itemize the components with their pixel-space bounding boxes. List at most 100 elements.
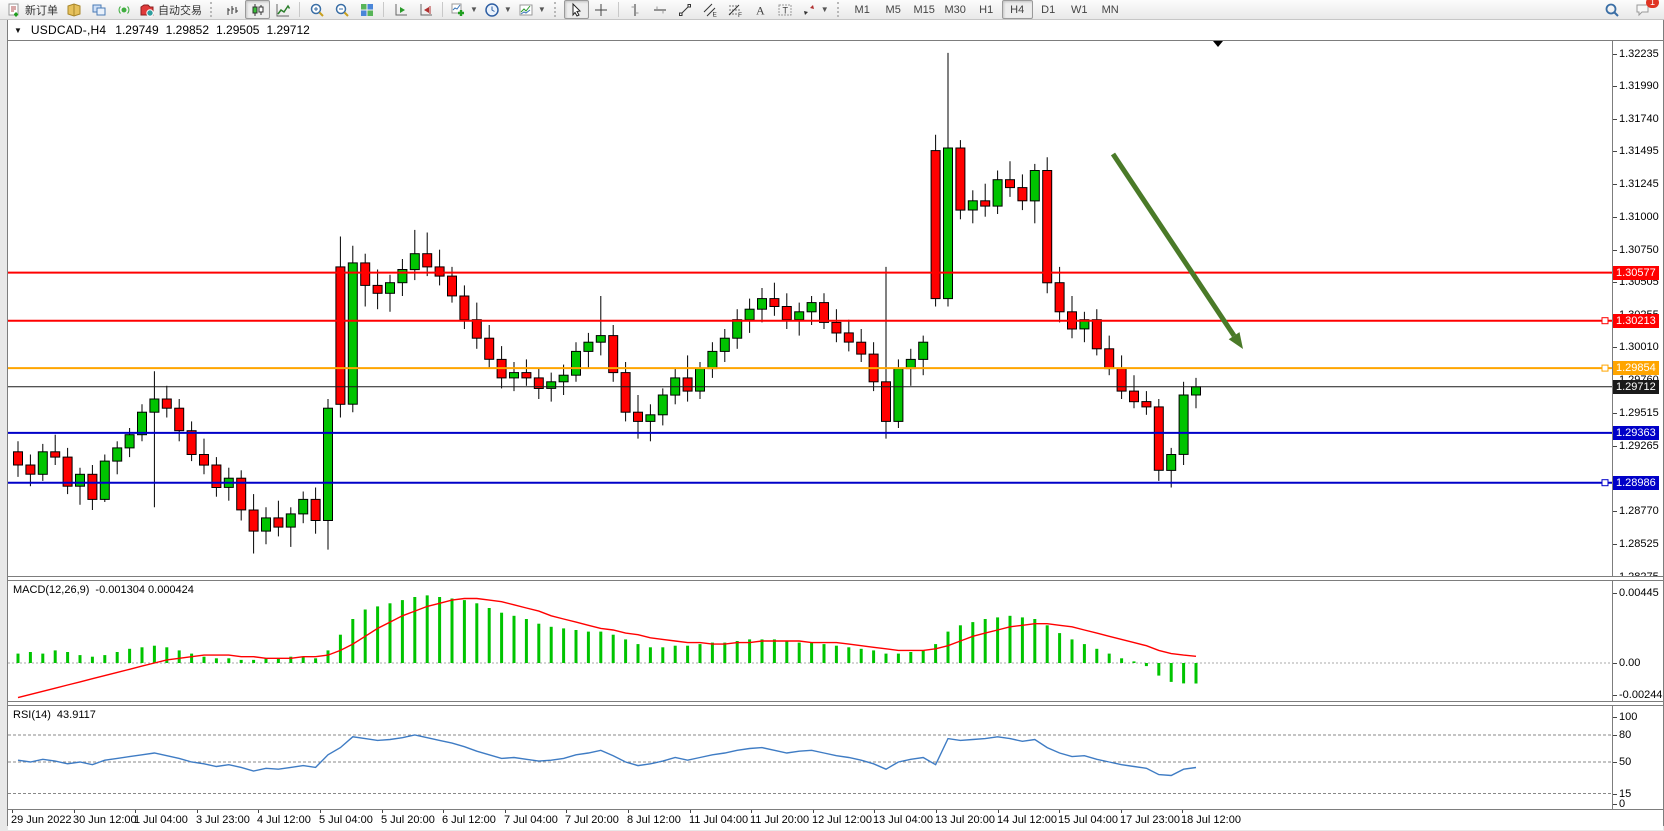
toolbar-button-bar-chart-mode[interactable]: [220, 0, 245, 19]
axis-tick-mark: [1613, 347, 1617, 348]
axis-tick-mark: [1613, 54, 1617, 55]
dropdown-arrow-icon[interactable]: ▼: [820, 5, 829, 14]
time-axis-label: 4 Jul 12:00: [257, 814, 311, 826]
rsi-axis[interactable]: 100 80 50 15 0: [1612, 706, 1663, 809]
toolbar-button-periods-list[interactable]: ▼: [481, 0, 515, 19]
time-tick-mark: [998, 810, 999, 813]
toolbar-button-chart-shift[interactable]: [413, 0, 438, 19]
toolbar-separator: [299, 2, 300, 17]
fibo-icon: F: [727, 2, 743, 18]
toolbar-button-zoom-out[interactable]: [329, 0, 354, 19]
tile-icon: [359, 2, 375, 18]
toolbar-button-zoom-in[interactable]: [304, 0, 329, 19]
toolbar-separator: [383, 2, 384, 17]
time-tick-mark: [74, 810, 75, 813]
indicators-icon: [450, 2, 466, 18]
time-tick-mark: [566, 810, 567, 813]
toolbar-button-notifications[interactable]: 1: [1630, 0, 1659, 19]
toolbar-button-tf-w1[interactable]: W1: [1064, 0, 1095, 19]
toolbar-button-fibonacci-tool[interactable]: F: [723, 0, 748, 19]
toolbar-button-equidistant-channel-tool[interactable]: E: [698, 0, 723, 19]
toolbar-button-tf-h1[interactable]: H1: [971, 0, 1002, 19]
rsi-label: RSI(14): [13, 709, 51, 721]
time-axis[interactable]: 29 Jun 2022 30 Jun 12:00 1 Jul 04:00 3 Jul …: [8, 809, 1663, 830]
rsi-pane[interactable]: RSI(14) 43.9117 100 80 50 15 0: [8, 706, 1663, 809]
toolbar-button-tf-m1[interactable]: M1: [847, 0, 878, 19]
macd-pane[interactable]: MACD(12,26,9) -0.001304 0.000424 0.00445 0…: [8, 581, 1663, 701]
axis-tick-label: 1.29515: [1619, 407, 1659, 419]
chart-menu-arrow-icon[interactable]: ▼: [14, 25, 22, 35]
pane-splitter-rsi[interactable]: [8, 701, 1663, 706]
toolbar-button-tf-d1[interactable]: D1: [1033, 0, 1064, 19]
axis-tick-mark: [1613, 735, 1617, 736]
toolbar-button-market-watch[interactable]: [61, 0, 86, 19]
macd-pane-label: MACD(12,26,9) -0.001304 0.000424: [13, 584, 200, 596]
hline-icon: [652, 2, 668, 18]
toolbar-button-trendline-tool[interactable]: [673, 0, 698, 19]
toolbar-button-vertical-line-tool[interactable]: [623, 0, 648, 19]
dropdown-arrow-icon[interactable]: ▼: [537, 5, 546, 14]
time-axis-label: 6 Jul 12:00: [442, 814, 496, 826]
candlestick-plot[interactable]: [8, 41, 1613, 576]
toolbar-button-tf-m5[interactable]: M5: [878, 0, 909, 19]
axis-tick-mark: [1613, 184, 1617, 185]
axis-tick-label: 1.31495: [1619, 145, 1659, 157]
toolbar-button-arrows-tool[interactable]: ▼: [798, 0, 832, 19]
time-tick-mark: [12, 810, 13, 813]
toolbar-button-text-label-tool[interactable]: T: [773, 0, 798, 19]
candles-icon: [250, 2, 266, 18]
toolbar-button-tf-m30[interactable]: M30: [940, 0, 971, 19]
time-tick-mark: [936, 810, 937, 813]
toolbar-button-tf-h4[interactable]: H4: [1001, 0, 1033, 19]
time-axis-label: 13 Jul 04:00: [873, 814, 933, 826]
toolbar-button-indicators-list[interactable]: ▼: [447, 0, 481, 19]
toolbar-right: 1: [1599, 0, 1661, 19]
toolbar-button-tf-m15[interactable]: M15: [909, 0, 940, 19]
toolbar-button-candlestick-mode[interactable]: [245, 0, 270, 19]
toolbar-button-text-tool[interactable]: A: [748, 0, 773, 19]
axis-tick-label: 1.28770: [1619, 505, 1659, 517]
toolbar-button-tile-windows[interactable]: [354, 0, 379, 19]
axis-tick-label: 0.00445: [1619, 587, 1659, 599]
toolbar-button-auto-scroll[interactable]: [388, 0, 413, 19]
toolbar-button-new-order[interactable]: 新订单: [3, 0, 61, 19]
axis-tick-label: 1.31245: [1619, 178, 1659, 190]
toolbar-button-sound-alerts[interactable]: [111, 0, 136, 19]
macd-plot[interactable]: [8, 581, 1613, 701]
time-axis-label: 18 Jul 12:00: [1181, 814, 1241, 826]
toolbar-button-horizontal-line-tool[interactable]: [648, 0, 673, 19]
toolbar-button-templates[interactable]: ▼: [515, 0, 549, 19]
toolbar-button-auto-trading[interactable]: 自动交易: [136, 0, 205, 19]
axis-tick-label: 1.30010: [1619, 341, 1659, 353]
toolbar-button-cursor-tool[interactable]: [563, 0, 589, 19]
dropdown-arrow-icon[interactable]: ▼: [470, 5, 478, 14]
data-window-icon: [91, 2, 107, 18]
chart-title-bar[interactable]: ▼ USDCAD-,H4 1.29749 1.29852 1.29505 1.2…: [8, 20, 1663, 41]
time-axis-label: 7 Jul 04:00: [504, 814, 558, 826]
cursor-icon: [568, 2, 584, 18]
price-axis[interactable]: 1.32235 1.31990 1.31740 1.31495 1.31245 1.310…: [1612, 41, 1663, 576]
dropdown-arrow-icon[interactable]: ▼: [503, 5, 512, 14]
pane-splitter-macd[interactable]: [8, 576, 1663, 581]
toolbar-button-tf-mn[interactable]: MN: [1095, 0, 1126, 19]
sound-icon: [116, 2, 132, 18]
tf-d1-label: D1: [1041, 3, 1056, 16]
macd-axis[interactable]: 0.00445 0.00 -0.002443: [1612, 581, 1663, 701]
macd-label: MACD(12,26,9): [13, 584, 90, 596]
line-chart-icon: [275, 2, 291, 18]
axis-tick-label: 1.31000: [1619, 211, 1659, 223]
axis-tick-label: 1.32235: [1619, 48, 1659, 60]
axis-tick-mark: [1613, 663, 1617, 664]
rsi-plot[interactable]: [8, 706, 1613, 809]
toolbar-button-line-chart-mode[interactable]: [270, 0, 295, 19]
time-tick-mark: [690, 810, 691, 813]
bar-chart-icon: [225, 2, 241, 18]
main-toolbar: 新订单 自动交易 ▼ ▼ ▼ E F A T ▼ M1 M5 M15 M30 H1 H4 D1 W1 MN 1: [0, 0, 1664, 20]
toolbar-button-data-window[interactable]: [86, 0, 111, 19]
time-tick-mark: [751, 810, 752, 813]
main-chart-pane[interactable]: 1.32235 1.31990 1.31740 1.31495 1.31245 1.310…: [8, 41, 1663, 576]
toolbar-button-crosshair-tool[interactable]: [589, 0, 614, 19]
time-axis-label: 15 Jul 04:00: [1058, 814, 1118, 826]
toolbar-separator: [442, 2, 443, 17]
toolbar-button-search[interactable]: [1599, 0, 1624, 19]
